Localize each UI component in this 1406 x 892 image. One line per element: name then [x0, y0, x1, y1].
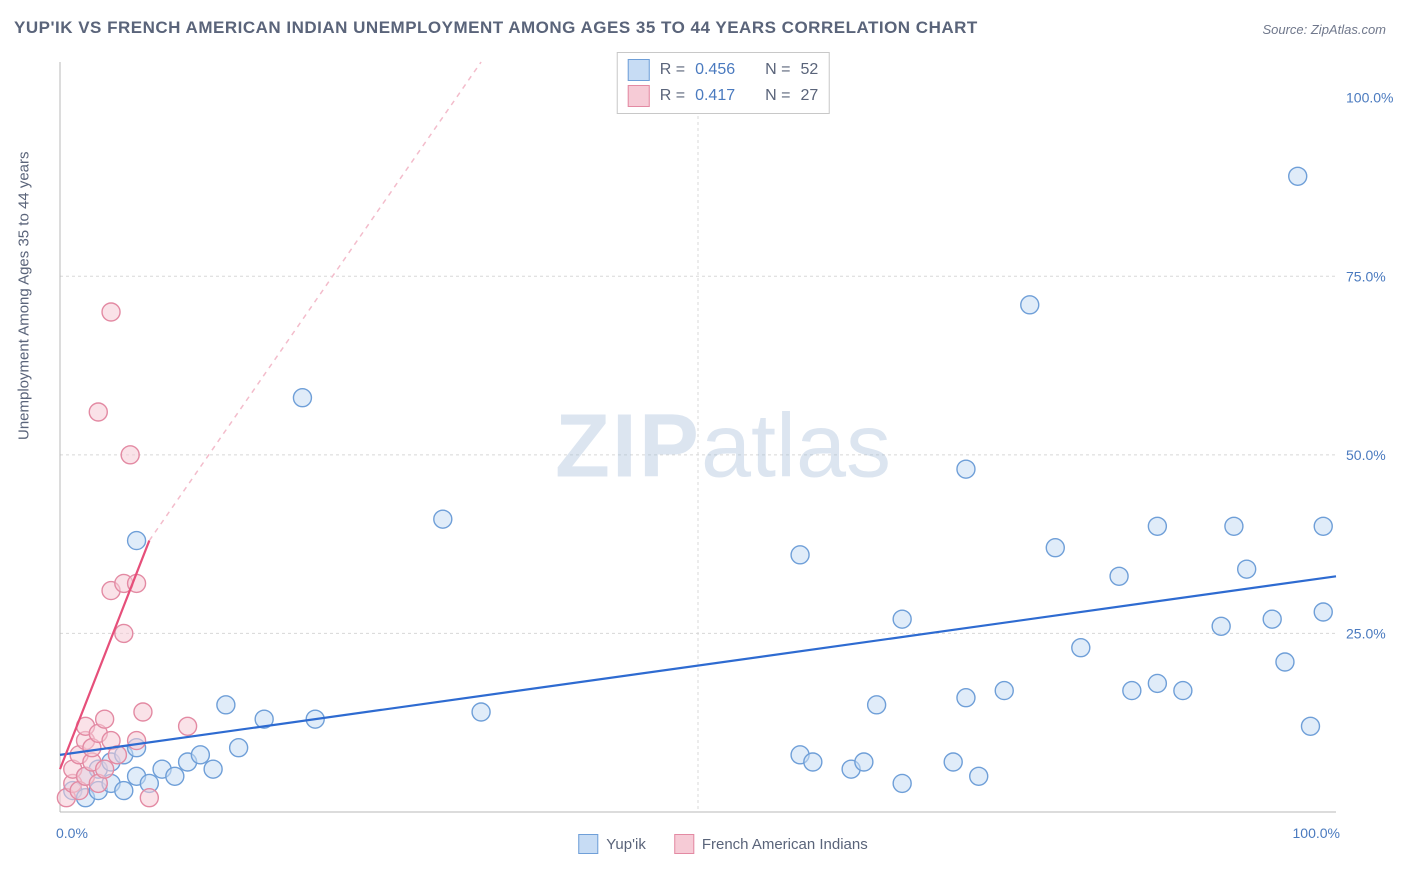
legend-swatch: [628, 85, 650, 107]
svg-text:50.0%: 50.0%: [1346, 447, 1386, 463]
scatter-plot: 25.0% 50.0% 75.0% 100.0% 0.0% 100.0%: [50, 52, 1396, 852]
correlation-legend: R = 0.456 N = 52 R = 0.417 N = 27: [617, 52, 830, 114]
legend-n-value: 27: [800, 87, 818, 105]
series-legend: Yup'ik French American Indians: [578, 834, 867, 854]
legend-r-label: R =: [660, 87, 685, 105]
svg-text:25.0%: 25.0%: [1346, 625, 1386, 641]
svg-text:100.0%: 100.0%: [1293, 825, 1340, 841]
series-legend-label: French American Indians: [702, 836, 868, 853]
series-legend-item: Yup'ik: [578, 834, 646, 854]
legend-r-value: 0.456: [695, 61, 735, 79]
legend-swatch: [674, 834, 694, 854]
legend-r-value: 0.417: [695, 87, 735, 105]
svg-text:0.0%: 0.0%: [56, 825, 88, 841]
legend-swatch: [578, 834, 598, 854]
correlation-legend-row: R = 0.456 N = 52: [628, 57, 819, 83]
legend-n-value: 52: [800, 61, 818, 79]
y-axis-label: Unemployment Among Ages 35 to 44 years: [16, 151, 33, 440]
svg-text:100.0%: 100.0%: [1346, 90, 1393, 106]
svg-text:75.0%: 75.0%: [1346, 268, 1386, 284]
series-legend-item: French American Indians: [674, 834, 868, 854]
correlation-legend-row: R = 0.417 N = 27: [628, 83, 819, 109]
legend-n-label: N =: [765, 87, 790, 105]
chart-area: ZIPatlas R =0.456N =52R =0.417N =27 Yup'…: [50, 52, 1396, 852]
legend-swatch: [628, 59, 650, 81]
source-label: Source: ZipAtlas.com: [1262, 22, 1386, 37]
legend-n-label: N =: [765, 61, 790, 79]
legend-r-label: R =: [660, 61, 685, 79]
series-legend-label: Yup'ik: [606, 836, 646, 853]
chart-title: YUP'IK VS FRENCH AMERICAN INDIAN UNEMPLO…: [14, 18, 978, 38]
